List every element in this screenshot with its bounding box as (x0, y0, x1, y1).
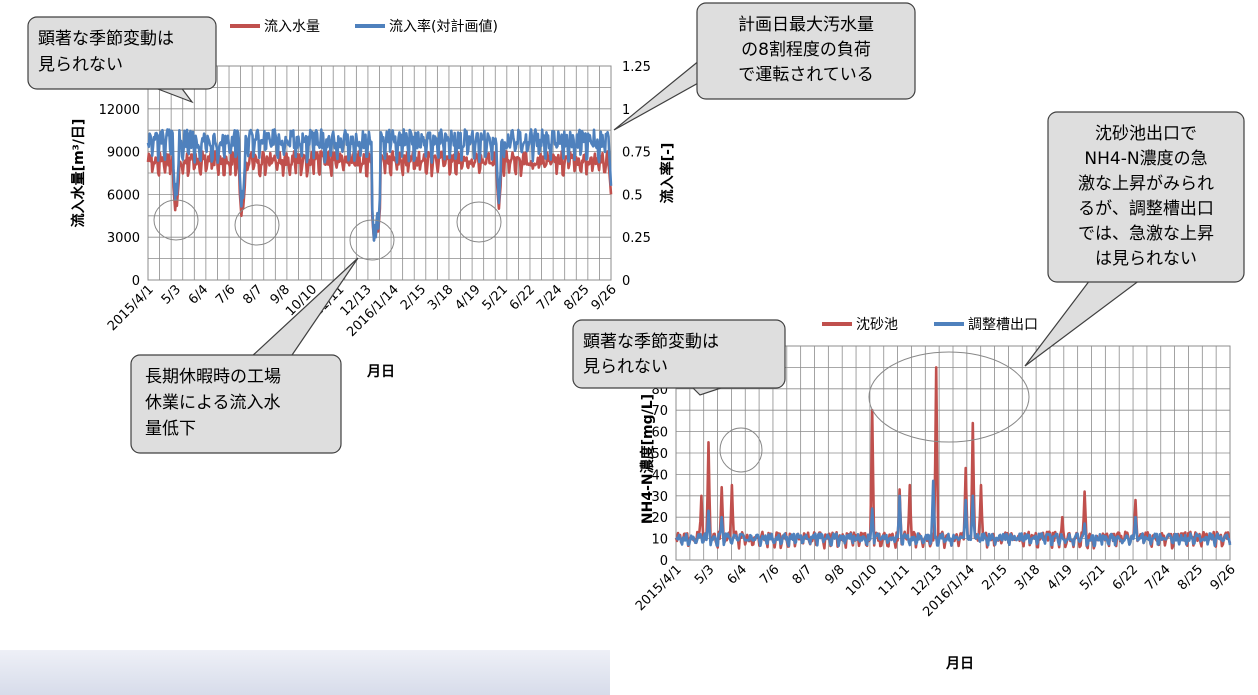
callout-text: 顕著な季節変動は (38, 29, 174, 49)
nh4-xtick-label: 9/26 (1208, 562, 1239, 593)
inflow-xtick-label: 2/15 (398, 282, 429, 313)
callout-text: 顕著な季節変動は (583, 332, 719, 352)
callout-nh4-spike: 沈砂池出口で NH4-N濃度の急激な上昇がみられるが、調整槽出口では、急激な上昇は… (1024, 111, 1245, 367)
inflow-highlight-circle (349, 219, 395, 261)
inflow-xtick-label: 2015/4/1 (105, 282, 157, 334)
nh4-xtick-label: 10/10 (843, 562, 880, 599)
inflow-highlight-circle (153, 199, 199, 241)
nh4-xtick-label: 8/25 (1175, 562, 1206, 593)
nh4-ytick-label: 40 (651, 468, 668, 483)
callout-text: 休業による流入水 (145, 393, 281, 413)
callout-box (572, 319, 786, 389)
callout-box (696, 2, 916, 100)
nh4-ylabel: NH4-N濃度[mg/L] (639, 394, 656, 524)
nh4-legend-label: 調整槽出口 (968, 317, 1038, 333)
inflow-xtick-label: 7/24 (534, 282, 565, 313)
nh4-ytick-label: 10 (651, 533, 668, 548)
inflow-xtick-label: 3/18 (425, 282, 456, 313)
nh4-xlabel: 月日 (945, 656, 974, 672)
callout-text: 計画日最大汚水量 (738, 15, 874, 35)
inflow-xtick-label: 8/25 (561, 282, 592, 313)
inflow-xtick-label: 4/19 (452, 282, 483, 313)
callout-text: NH4-N濃度の急 (1084, 149, 1207, 169)
callout-text: では、急激な上昇 (1078, 224, 1214, 244)
inflow-xtick-label: 6/4 (186, 282, 211, 307)
inflow-y2tick-label: 0 (622, 274, 630, 289)
nh4-ytick-label: 30 (651, 490, 668, 505)
inflow-y2tick-label: 1 (622, 103, 630, 118)
nh4-xtick-label: 5/21 (1077, 562, 1108, 593)
nh4-highlight-circle (719, 427, 763, 473)
nh4-xtick-label: 11/11 (876, 562, 913, 599)
inflow-y2tick-label: 0.5 (622, 188, 643, 203)
callout-text: で運転されている (738, 65, 874, 85)
inflow-xtick-label: 5/3 (159, 282, 184, 307)
nh4-legend-label: 沈砂池 (856, 317, 898, 333)
nh4-xtick-label: 7/24 (1142, 562, 1173, 593)
inflow-y2tick-label: 0.25 (622, 231, 651, 246)
nh4-xtick-label: 7/6 (757, 562, 782, 587)
nh4-xtick-label: 6/22 (1110, 562, 1141, 593)
inflow-xtick-label: 5/21 (480, 282, 511, 313)
nh4-xtick-label: 8/7 (790, 562, 815, 587)
inflow-xtick-label: 6/22 (507, 282, 538, 313)
nh4-xtick-label: 5/3 (692, 562, 717, 587)
nh4-xtick-label: 3/18 (1012, 562, 1043, 593)
bottom-band (0, 650, 610, 695)
callout-text: 沈砂池出口で (1095, 124, 1197, 144)
callout-text: 長期休暇時の工場 (145, 367, 281, 387)
inflow-xlabel: 月日 (366, 364, 395, 380)
inflow-highlight-circle (456, 201, 502, 243)
inflow-series-blue (146, 128, 613, 242)
nh4-xtick-label: 9/8 (822, 562, 847, 587)
inflow-ytick-label: 0 (132, 274, 140, 289)
nh4-xtick-label: 6/4 (725, 562, 750, 587)
callout-text: 激な上昇がみられ (1078, 174, 1214, 194)
inflow-y2label: 流入率[-] (659, 143, 676, 204)
inflow-xtick-label: 9/26 (589, 282, 620, 313)
inflow-ytick-label: 3000 (107, 231, 140, 246)
inflow-highlight-circle (234, 204, 280, 246)
inflow-ylabel: 流入水量[m³/日] (70, 119, 87, 228)
nh4-series-blue (675, 479, 1232, 548)
callout-box (1047, 111, 1245, 283)
inflow-ytick-label: 12000 (99, 103, 140, 118)
callout-text: は見られない (1095, 249, 1197, 269)
nh4-highlight-circle (868, 351, 1030, 443)
nh4-ytick-label: 20 (651, 511, 668, 526)
callout-text: るが、調整槽出口 (1078, 199, 1214, 219)
callout-text: 見られない (583, 357, 668, 377)
nh4-xtick-label: 2/15 (979, 562, 1010, 593)
nh4-ytick-label: 0 (660, 554, 668, 569)
inflow-ytick-label: 6000 (107, 188, 140, 203)
inflow-legend-label: 流入水量 (264, 19, 320, 35)
inflow-y2tick-label: 0.75 (622, 146, 651, 161)
inflow-legend-label: 流入率(対計画値) (389, 18, 498, 35)
nh4-ytick-label: 60 (651, 426, 668, 441)
inflow-y2tick-label: 1.25 (622, 60, 651, 75)
inflow-ytick-label: 9000 (107, 146, 140, 161)
callout-text: の8割程度の負荷 (741, 40, 871, 60)
nh4-xtick-label: 4/19 (1045, 562, 1076, 593)
inflow-xtick-label: 7/6 (213, 282, 238, 307)
nh4-ytick-label: 50 (651, 447, 668, 462)
nh4-ytick-label: 70 (651, 404, 668, 419)
callout-box (27, 16, 217, 90)
callout-box (130, 354, 342, 454)
callout-text: 見られない (38, 55, 123, 75)
inflow-xtick-label: 8/7 (240, 282, 265, 307)
nh4-xtick-label: 2015/4/1 (633, 562, 685, 614)
callout-text: 量低下 (145, 419, 196, 439)
